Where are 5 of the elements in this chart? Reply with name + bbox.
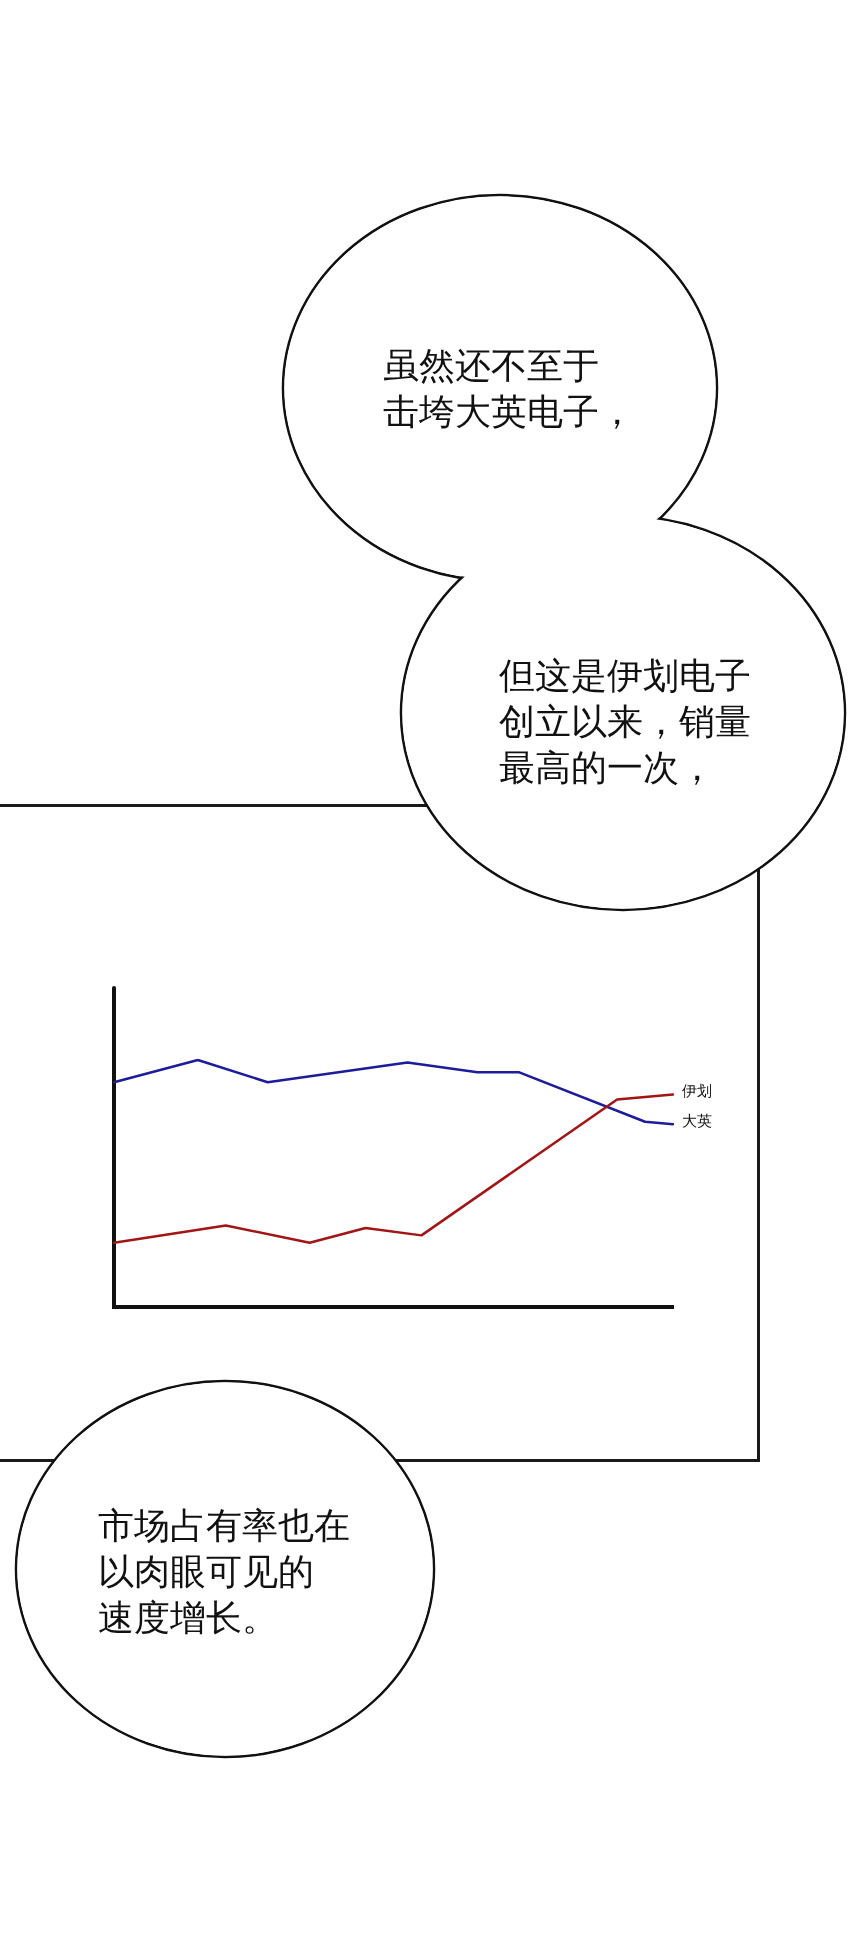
text: 但这是伊划电子创立以来，销量最高的一次， [499,654,751,790]
text: 市场占有率也在以肉眼可见的速度增长。 [98,1504,350,1640]
series-label: 大英 [682,1112,712,1131]
series-label: 伊划 [682,1082,712,1101]
text: 虽然还不至于击垮大英电子， [383,344,635,434]
